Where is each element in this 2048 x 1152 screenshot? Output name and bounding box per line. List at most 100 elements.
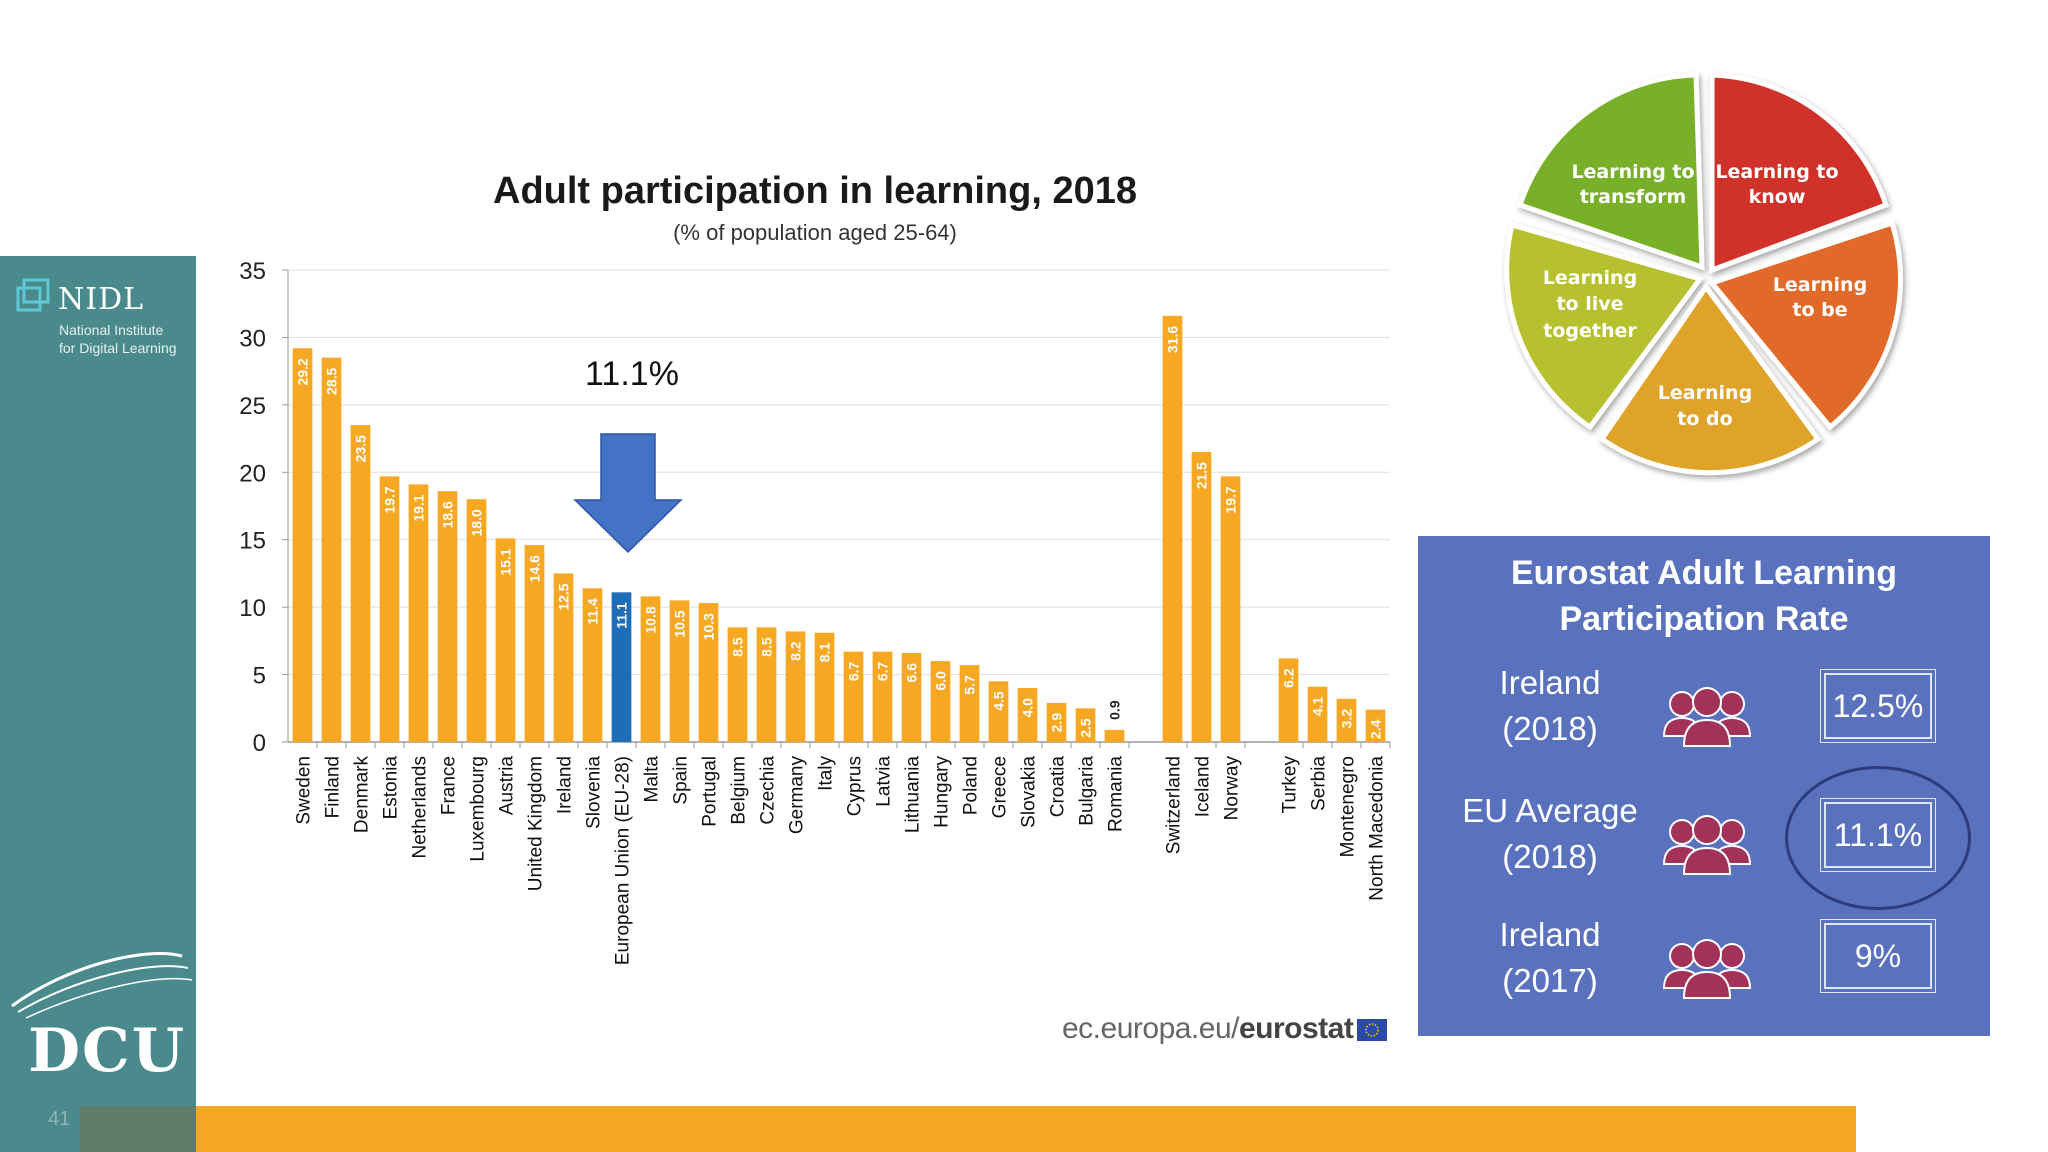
sidebar: NIDL National Institute for Digital Lear…	[0, 256, 196, 1152]
x-tick-label: Montenegro	[1338, 756, 1359, 857]
nidl-name: NIDL	[58, 282, 145, 317]
data-label: 8.5	[730, 637, 746, 657]
y-axis-ticks: 0 5 10 15 20 25 30 35	[239, 258, 289, 757]
data-label: 21.5	[1194, 462, 1210, 489]
bar	[1191, 452, 1212, 742]
bar	[582, 588, 603, 742]
data-label: 2.4	[1368, 719, 1384, 739]
x-tick-label: Slovenia	[584, 756, 605, 829]
stat-label-line2: (2017)	[1502, 962, 1598, 999]
bar	[814, 632, 835, 742]
data-label: 4.1	[1310, 697, 1326, 717]
data-label: 6.0	[933, 671, 949, 691]
y-tick-label: 35	[239, 258, 266, 285]
x-tick-label: Latvia	[874, 756, 895, 807]
bar	[727, 627, 748, 742]
data-label: 4.5	[991, 691, 1007, 711]
bar	[669, 600, 690, 742]
data-label: 18.0	[469, 509, 485, 536]
x-tick-label: Slovakia	[1019, 756, 1040, 828]
bar-chart: Adult participation in learning, 2018 (%…	[239, 170, 1391, 965]
bar	[1017, 688, 1038, 742]
data-label: 2.9	[1049, 713, 1065, 733]
bar	[379, 476, 400, 742]
bar	[408, 484, 429, 742]
data-labels: 29.2 28.5 23.5 19.7 19.1 18.6 18.0 15.1 14.6 12.5…	[295, 326, 1384, 739]
bar	[843, 651, 864, 742]
data-label: 28.5	[324, 367, 340, 394]
bar	[1336, 698, 1357, 742]
data-label: 6.2	[1281, 668, 1297, 688]
data-label: 2.5	[1078, 718, 1094, 738]
x-tick-label: Netherlands	[410, 756, 431, 858]
bar	[959, 665, 980, 742]
stat-label-line1: EU Average	[1462, 792, 1638, 829]
stat-label-ireland-2018: Ireland (2018)	[1418, 660, 1682, 752]
bar	[1278, 658, 1299, 742]
data-label: 0.9	[1107, 700, 1123, 720]
x-tick-label: Turkey	[1280, 756, 1301, 814]
data-label: 14.6	[527, 555, 543, 582]
data-label: 19.1	[411, 494, 427, 521]
data-label: 31.6	[1165, 326, 1181, 353]
highlight-ring	[1785, 766, 1971, 910]
stat-label-line1: Ireland	[1499, 664, 1601, 701]
data-label: 6.7	[875, 661, 891, 681]
eu-annotation-label: 11.1%	[585, 355, 679, 393]
source-brand: eurostat	[1238, 1012, 1354, 1045]
x-axis-ticks: Sweden Finland Denmark Estonia Netherlands Fr…	[294, 742, 1391, 965]
people-group-icon	[1662, 815, 1752, 875]
y-tick-label: 15	[239, 528, 266, 555]
bar	[350, 425, 371, 742]
x-tick-label: Norway	[1222, 756, 1243, 821]
x-tick-label: Lithuania	[903, 756, 924, 834]
x-tick-label: Romania	[1106, 756, 1127, 832]
source-prefix: ec.europa.eu/	[1062, 1012, 1239, 1045]
bar	[321, 357, 342, 742]
x-tick-label: Iceland	[1193, 756, 1214, 817]
x-tick-label: France	[439, 756, 460, 815]
stats-title: Eurostat Adult Learning Participation Ra…	[1418, 550, 1990, 642]
data-label: 18.6	[440, 501, 456, 528]
x-tick-label: Serbia	[1309, 756, 1330, 811]
data-label: 19.7	[382, 486, 398, 513]
wheel-label-transform: transform	[1580, 186, 1687, 208]
wheel-label-do: Learning	[1658, 382, 1752, 404]
x-tick-label: Italy	[816, 756, 837, 791]
x-tick-label: Belgium	[729, 756, 750, 825]
bar	[466, 499, 487, 742]
wheel-label-be: Learning	[1773, 274, 1867, 296]
data-label: 6.7	[846, 661, 862, 681]
y-tick-label: 0	[253, 730, 266, 757]
people-group-icon	[1662, 687, 1752, 747]
y-tick-label: 25	[239, 393, 266, 420]
down-arrow-icon	[573, 433, 683, 554]
data-label: 29.2	[295, 358, 311, 385]
bar	[1162, 315, 1183, 742]
wheel-label-live: Learning	[1543, 267, 1637, 289]
footer-bar	[196, 1106, 1856, 1152]
x-tick-label: Ireland	[555, 756, 576, 814]
bar	[495, 538, 516, 742]
data-label: 10.5	[672, 610, 688, 637]
data-label: 3.2	[1339, 709, 1355, 729]
bar	[785, 631, 806, 742]
x-tick-label: North Macedonia	[1367, 756, 1388, 901]
bar	[1365, 709, 1386, 742]
nidl-logo-icon	[16, 278, 50, 312]
wheel-label-know: Learning to	[1715, 161, 1838, 183]
y-tick-label: 5	[253, 663, 266, 690]
x-tick-label: Bulgaria	[1077, 756, 1098, 826]
wheel-segment-live	[1504, 221, 1705, 431]
stats-title-line2: Participation Rate	[1559, 600, 1849, 638]
x-tick-label: Estonia	[381, 756, 402, 820]
stat-label-eu-2018: EU Average (2018)	[1418, 788, 1682, 880]
bar	[292, 348, 313, 742]
data-label: 10.3	[701, 613, 717, 640]
bar	[437, 491, 458, 742]
wheel-label-transform: Learning to	[1571, 161, 1694, 183]
data-label: 5.7	[962, 675, 978, 695]
x-tick-label: Finland	[323, 756, 344, 818]
y-tick-label: 20	[239, 460, 266, 487]
x-tick-label: Hungary	[932, 756, 953, 828]
